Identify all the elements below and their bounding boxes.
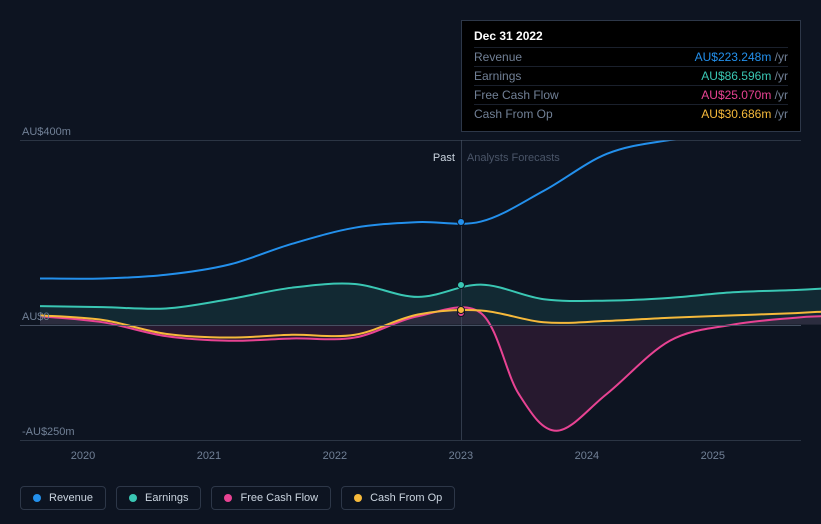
past-forecast-divider bbox=[461, 140, 462, 440]
tooltip-row: Cash From Op AU$30.686m /yr bbox=[474, 104, 788, 123]
legend-item-earnings[interactable]: Earnings bbox=[116, 486, 201, 510]
x-axis-label: 2022 bbox=[323, 450, 347, 462]
earnings-marker bbox=[457, 281, 465, 289]
tooltip-date: Dec 31 2022 bbox=[474, 29, 788, 43]
revenue-line bbox=[40, 130, 821, 279]
x-axis-label: 2024 bbox=[575, 450, 599, 462]
x-axis-label: 2023 bbox=[449, 450, 473, 462]
tooltip-row-value: AU$25.070m bbox=[701, 88, 771, 102]
revenue-marker bbox=[457, 218, 465, 226]
tooltip-row-unit: /yr bbox=[771, 107, 788, 121]
legend-dot-icon bbox=[33, 494, 41, 502]
tooltip-row-value: AU$30.686m bbox=[701, 107, 771, 121]
legend-item-fcf[interactable]: Free Cash Flow bbox=[211, 486, 331, 510]
tooltip-row: Free Cash Flow AU$25.070m /yr bbox=[474, 85, 788, 104]
y-axis-label: AU$400m bbox=[22, 126, 71, 138]
x-axis-label: 2021 bbox=[197, 450, 221, 462]
tooltip-row: Earnings AU$86.596m /yr bbox=[474, 66, 788, 85]
tooltip-row-label: Free Cash Flow bbox=[474, 88, 559, 102]
y-axis-label: AU$0 bbox=[22, 311, 50, 323]
legend-label: Revenue bbox=[49, 492, 93, 504]
tooltip-row-unit: /yr bbox=[771, 69, 788, 83]
gridline bbox=[20, 440, 801, 441]
legend-label: Cash From Op bbox=[370, 492, 442, 504]
past-section-label: Past bbox=[433, 152, 455, 164]
x-axis-label: 2025 bbox=[701, 450, 725, 462]
tooltip-row-unit: /yr bbox=[771, 88, 788, 102]
legend-label: Free Cash Flow bbox=[240, 492, 318, 504]
y-axis-label: -AU$250m bbox=[22, 426, 75, 438]
tooltip-row-label: Earnings bbox=[474, 69, 521, 83]
legend-item-revenue[interactable]: Revenue bbox=[20, 486, 106, 510]
tooltip-row-label: Cash From Op bbox=[474, 107, 553, 121]
legend-dot-icon bbox=[224, 494, 232, 502]
legend-label: Earnings bbox=[145, 492, 188, 504]
forecast-section-label: Analysts Forecasts bbox=[467, 152, 560, 164]
tooltip-row-value: AU$86.596m bbox=[701, 69, 771, 83]
x-axis-label: 2020 bbox=[71, 450, 95, 462]
legend-dot-icon bbox=[129, 494, 137, 502]
legend-item-cfo[interactable]: Cash From Op bbox=[341, 486, 455, 510]
cfo-marker bbox=[457, 306, 465, 314]
gridline bbox=[20, 325, 801, 326]
legend-dot-icon bbox=[354, 494, 362, 502]
tooltip-row-label: Revenue bbox=[474, 50, 522, 64]
tooltip-row-value: AU$223.248m bbox=[695, 50, 772, 64]
tooltip-row-unit: /yr bbox=[771, 50, 788, 64]
gridline bbox=[20, 140, 801, 141]
chart-legend: Revenue Earnings Free Cash Flow Cash From O… bbox=[20, 486, 455, 510]
tooltip-row: Revenue AU$223.248m /yr bbox=[474, 47, 788, 66]
chart-tooltip: Dec 31 2022 RevenueAU$223.248m /yrEarnin… bbox=[461, 20, 801, 132]
fcf-area bbox=[40, 307, 821, 431]
